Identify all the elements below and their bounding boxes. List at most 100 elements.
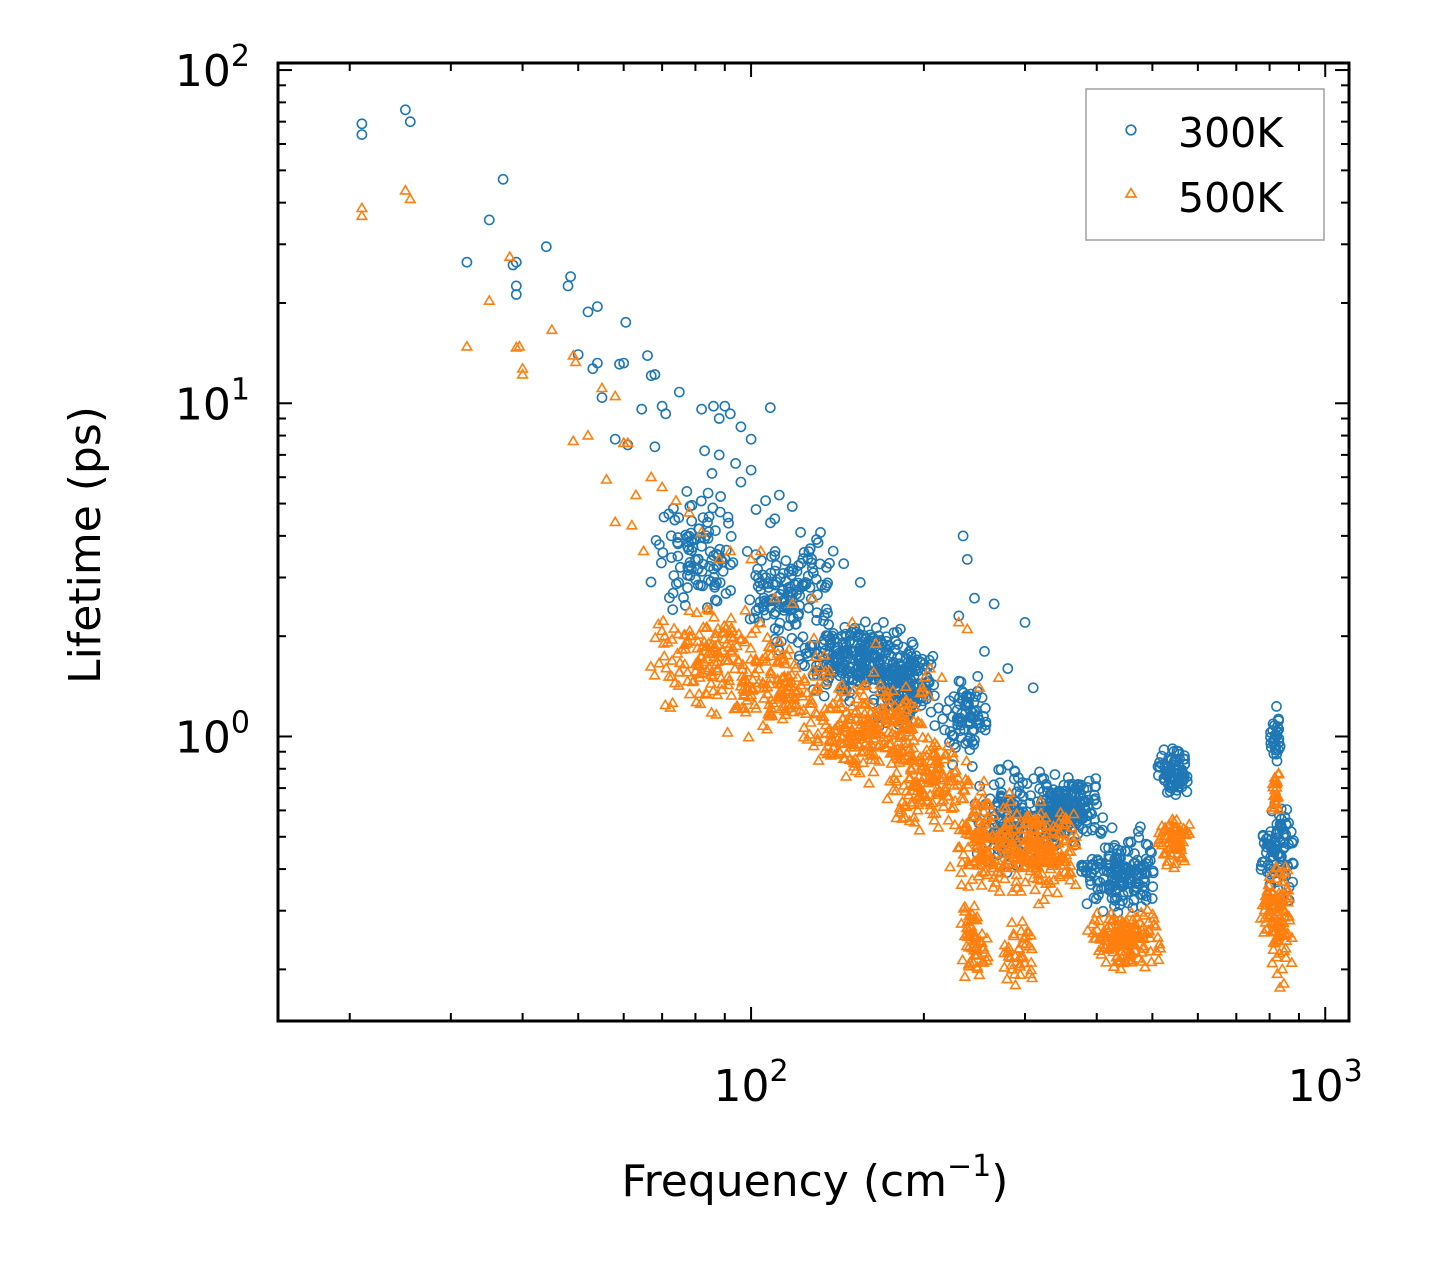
data-point-500k	[867, 666, 881, 677]
data-point-300k	[1140, 894, 1152, 906]
data-point-500k	[744, 653, 757, 664]
legend-label-500k: 500K	[1178, 174, 1284, 222]
data-point-500k	[1263, 870, 1276, 881]
data-point-500k	[460, 340, 474, 351]
data-point-300k	[951, 704, 963, 716]
data-point-500k	[1273, 915, 1287, 927]
data-point-300k	[1002, 663, 1014, 674]
data-point-500k	[658, 649, 671, 661]
data-point-500k	[961, 778, 975, 789]
data-point-300k	[673, 386, 685, 398]
data-point-500k	[1267, 943, 1280, 955]
data-point-500k	[789, 698, 802, 709]
data-point-300k	[695, 495, 707, 507]
data-point-300k	[752, 580, 764, 592]
data-point-300k	[706, 467, 718, 479]
data-point-300k	[957, 530, 969, 542]
data-point-500k	[621, 436, 635, 448]
data-point-500k	[773, 634, 786, 646]
data-point-500k	[966, 908, 979, 919]
data-point-500k	[818, 676, 831, 687]
data-point-500k	[800, 686, 814, 698]
data-point-300k	[1270, 744, 1281, 756]
data-point-300k	[808, 639, 820, 651]
data-point-500k	[966, 941, 979, 953]
data-point-300k	[649, 369, 661, 380]
data-point-500k	[1258, 911, 1272, 923]
data-point-500k	[1009, 978, 1022, 990]
data-point-500k	[968, 827, 982, 839]
data-point-300k	[722, 511, 734, 523]
data-point-500k	[898, 811, 912, 822]
data-point-500k	[1009, 831, 1022, 843]
data-point-300k	[703, 574, 714, 586]
data-point-500k	[1045, 856, 1059, 868]
data-point-500k	[862, 777, 876, 788]
data-point-500k	[987, 871, 1001, 882]
data-point-500k	[1152, 826, 1166, 838]
data-point-300k	[767, 578, 779, 590]
data-point-500k	[652, 656, 666, 668]
data-point-500k	[1269, 791, 1282, 803]
data-point-300k	[1079, 804, 1091, 816]
data-point-300k	[750, 605, 762, 617]
data-point-300k	[710, 525, 721, 537]
data-point-500k	[957, 902, 970, 913]
data-point-300k	[744, 594, 756, 606]
data-point-500k	[657, 637, 671, 648]
data-point-500k	[1008, 840, 1022, 852]
data-point-300k	[1269, 720, 1280, 731]
data-point-300k	[1097, 812, 1109, 823]
data-point-500k	[1038, 834, 1051, 846]
data-point-300k	[540, 241, 552, 253]
data-point-500k	[699, 686, 713, 698]
data-point-300k	[1166, 753, 1178, 765]
data-point-500k	[889, 784, 903, 796]
data-point-500k	[669, 494, 683, 505]
data-point-500k	[982, 799, 995, 810]
data-point-300k	[678, 592, 689, 603]
data-point-300k	[1261, 847, 1272, 859]
data-point-500k	[843, 753, 856, 765]
data-point-500k	[710, 708, 723, 719]
data-point-300k	[860, 676, 872, 688]
data-point-500k	[1092, 914, 1106, 926]
data-point-500k	[1001, 818, 1015, 830]
data-point-300k	[1109, 893, 1121, 904]
data-point-300k	[892, 639, 904, 650]
data-point-500k	[889, 729, 902, 740]
data-point-500k	[979, 851, 992, 862]
data-point-300k	[688, 534, 700, 545]
data-point-500k	[903, 770, 916, 782]
data-point-500k	[752, 662, 765, 674]
data-point-500k	[926, 747, 939, 759]
data-point-500k	[1015, 924, 1028, 936]
data-point-500k	[974, 820, 987, 831]
y-tick-label-exponent: 1	[231, 372, 250, 407]
data-point-500k	[923, 662, 937, 673]
data-point-500k	[757, 682, 770, 693]
data-point-500k	[754, 544, 767, 556]
data-point-300k	[824, 640, 836, 651]
data-point-500k	[886, 727, 899, 738]
data-point-500k	[837, 737, 850, 749]
data-point-300k	[961, 554, 973, 565]
data-point-300k	[1085, 879, 1097, 890]
data-point-500k	[891, 747, 905, 758]
data-point-500k	[1037, 893, 1051, 905]
data-point-500k	[849, 752, 862, 763]
data-point-500k	[844, 713, 858, 725]
data-point-500k	[916, 731, 929, 742]
data-point-500k	[595, 381, 609, 393]
data-point-300k	[1081, 898, 1093, 910]
data-point-300k	[775, 572, 786, 584]
data-point-500k	[1260, 923, 1273, 934]
data-point-500k	[1053, 868, 1066, 880]
data-point-500k	[671, 627, 685, 639]
data-point-500k	[883, 774, 897, 786]
data-point-300k	[798, 580, 809, 592]
data-point-500k	[834, 701, 848, 712]
data-point-300k	[1093, 889, 1104, 901]
data-point-500k	[948, 818, 962, 830]
data-point-300k	[1147, 865, 1159, 877]
